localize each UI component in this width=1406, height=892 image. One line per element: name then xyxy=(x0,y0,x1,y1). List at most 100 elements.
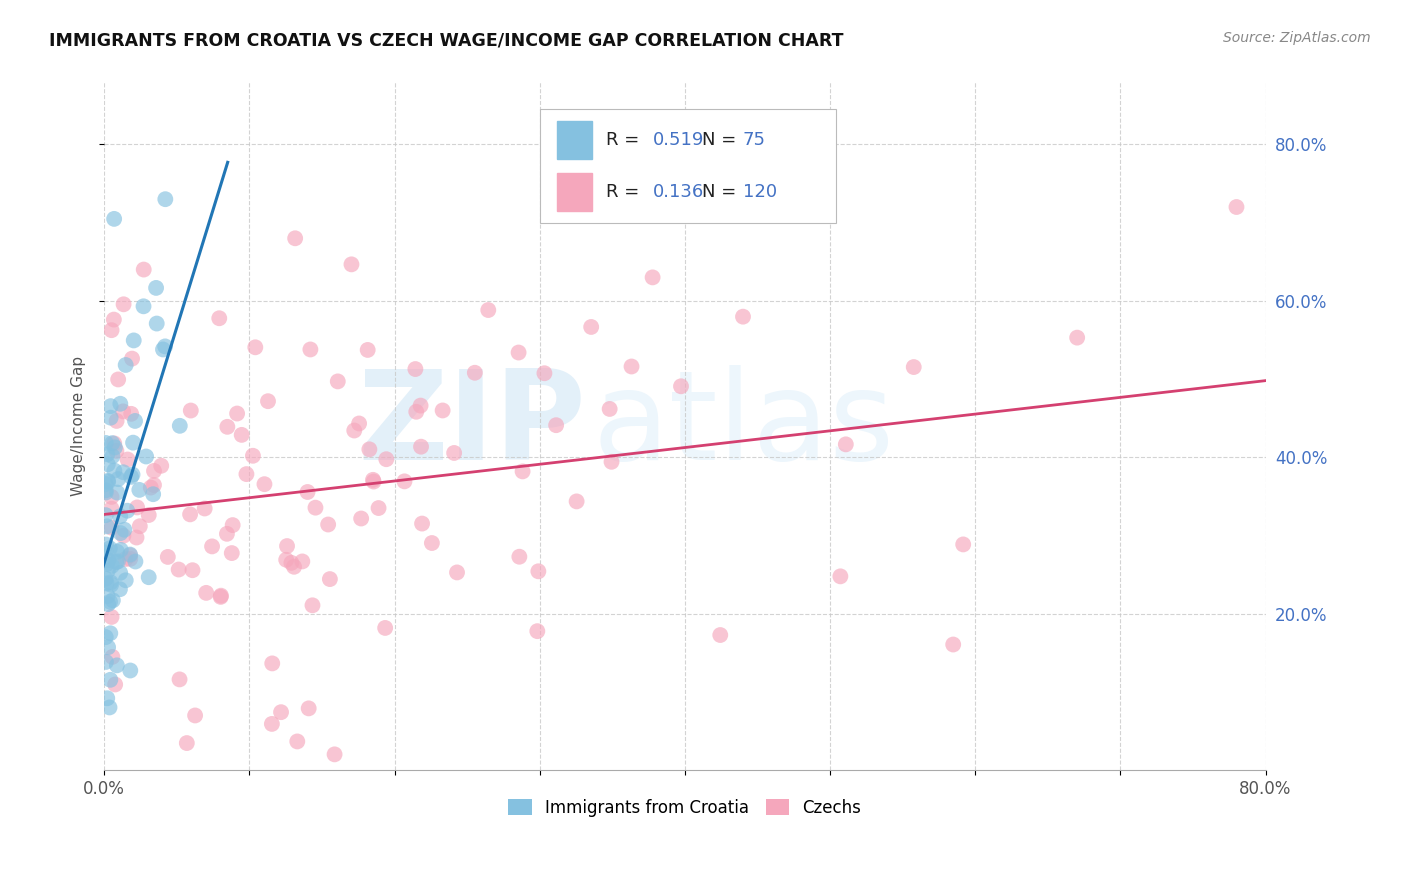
Point xyxy=(167,562,190,576)
Point xyxy=(464,366,486,380)
Point xyxy=(319,572,342,586)
Point xyxy=(226,407,249,421)
Point xyxy=(420,536,443,550)
Point xyxy=(94,572,117,586)
Point xyxy=(138,570,160,584)
Point xyxy=(97,458,120,472)
FancyBboxPatch shape xyxy=(540,110,835,223)
Point xyxy=(115,504,138,518)
Point xyxy=(121,351,143,366)
Point xyxy=(100,521,122,535)
Point xyxy=(105,555,128,569)
Point xyxy=(221,518,243,533)
Point xyxy=(446,566,468,580)
Point xyxy=(135,450,157,464)
Point xyxy=(260,717,283,731)
Point xyxy=(180,403,202,417)
Point xyxy=(508,549,530,564)
Point xyxy=(835,437,858,451)
Point xyxy=(527,564,550,578)
Point xyxy=(270,705,292,719)
Text: R =: R = xyxy=(606,131,645,149)
Point xyxy=(231,428,253,442)
Point xyxy=(132,299,155,313)
Point xyxy=(526,624,548,639)
Point xyxy=(103,436,125,450)
Point xyxy=(343,424,366,438)
Point xyxy=(94,545,117,559)
Point xyxy=(100,610,122,624)
Point xyxy=(128,519,150,533)
Point xyxy=(253,477,276,491)
Point xyxy=(98,673,121,687)
Point xyxy=(156,549,179,564)
Point xyxy=(1225,200,1247,214)
Point xyxy=(120,664,142,678)
Point xyxy=(103,211,125,226)
Point xyxy=(361,473,384,487)
Point xyxy=(96,691,118,706)
Point xyxy=(298,701,321,715)
Point xyxy=(121,467,143,482)
Point xyxy=(176,736,198,750)
Point xyxy=(94,483,117,498)
Text: R =: R = xyxy=(606,184,645,202)
Point xyxy=(122,435,145,450)
Point xyxy=(100,575,122,590)
Point xyxy=(731,310,754,324)
Point xyxy=(150,458,173,473)
Point xyxy=(142,487,165,501)
Text: ZIP: ZIP xyxy=(357,366,586,486)
Point xyxy=(394,475,416,489)
Text: 0.136: 0.136 xyxy=(652,184,703,202)
Text: 0.519: 0.519 xyxy=(652,131,704,149)
Point xyxy=(114,552,136,566)
Point xyxy=(326,375,349,389)
Point xyxy=(952,537,974,551)
Point xyxy=(100,501,122,516)
Point xyxy=(120,548,142,562)
Point xyxy=(301,599,323,613)
Point xyxy=(96,576,118,591)
Point xyxy=(94,630,117,644)
Point xyxy=(124,554,146,568)
Point xyxy=(105,545,128,559)
Point xyxy=(709,628,731,642)
Point xyxy=(299,343,322,357)
Point xyxy=(942,638,965,652)
Point xyxy=(105,414,128,428)
Point xyxy=(98,595,121,609)
Point xyxy=(94,436,117,450)
Point xyxy=(132,262,155,277)
Point xyxy=(363,475,385,489)
FancyBboxPatch shape xyxy=(557,121,592,159)
Point xyxy=(152,343,174,357)
Point xyxy=(217,419,239,434)
Point xyxy=(108,566,131,580)
Point xyxy=(830,569,852,583)
Point xyxy=(153,339,176,353)
Point xyxy=(409,440,432,454)
Point xyxy=(443,446,465,460)
Point xyxy=(145,317,167,331)
Point xyxy=(120,549,142,563)
Point xyxy=(375,452,398,467)
FancyBboxPatch shape xyxy=(557,173,592,211)
Point xyxy=(357,343,380,357)
Point xyxy=(100,410,122,425)
Point xyxy=(125,531,148,545)
Point xyxy=(97,474,120,488)
Point xyxy=(120,552,142,566)
Point xyxy=(97,564,120,578)
Text: IMMIGRANTS FROM CROATIA VS CZECH WAGE/INCOME GAP CORRELATION CHART: IMMIGRANTS FROM CROATIA VS CZECH WAGE/IN… xyxy=(49,31,844,49)
Point xyxy=(101,593,124,607)
Point xyxy=(128,483,150,497)
Point xyxy=(100,399,122,413)
Point xyxy=(221,546,243,560)
Point xyxy=(101,450,124,464)
Point xyxy=(114,574,136,588)
Point xyxy=(114,358,136,372)
Point xyxy=(101,649,124,664)
Point xyxy=(97,553,120,567)
Text: N =: N = xyxy=(703,131,742,149)
